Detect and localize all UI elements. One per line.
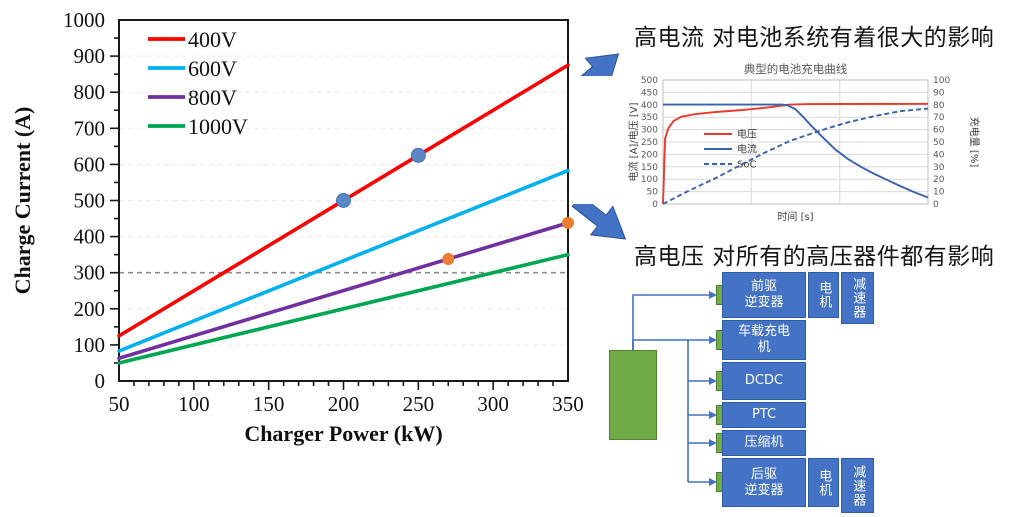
rear-motor-label: 电机 (816, 468, 832, 497)
x-tick-label: 50 (109, 392, 130, 416)
front-reducer-label: 减速器 (850, 277, 866, 319)
y-tick-label: 700 (74, 116, 106, 140)
left-tick-label: 350 (641, 113, 658, 123)
y-tick-label: 600 (74, 152, 106, 176)
legend-label-电流: 电流 (737, 143, 757, 156)
x-tick-label: 100 (178, 392, 210, 416)
left-tick-label: 0 (652, 200, 658, 210)
right-tick-label: 80 (933, 101, 945, 111)
arrow-down-right-icon (571, 204, 627, 240)
series-line-电压 (662, 102, 929, 205)
legend-label-800V: 800V (188, 85, 237, 110)
orange-dot (562, 216, 574, 229)
right-tick-label: 60 (933, 126, 945, 136)
x-tick-label: 150 (253, 392, 285, 416)
front-motor-box: 电机 (808, 272, 839, 318)
series-line-800V (117, 221, 570, 361)
y-tick-label: 400 (74, 225, 106, 249)
hv-architecture-diagram: 前驱 逆变器 电机 减速器 车载充电 机 DCDC PTC 压缩机 后驱 逆变器… (600, 268, 1024, 517)
front-motor-label: 电机 (816, 281, 832, 309)
right-tick-label: 30 (933, 163, 945, 173)
left-tick-label: 150 (641, 163, 658, 173)
y-tick-label: 1000 (63, 8, 105, 32)
right-tick-label: 0 (933, 200, 939, 210)
obc-label: 车载充电 机 (737, 324, 790, 355)
compressor-box: 压缩机 (722, 430, 806, 456)
y-tick-label: 900 (74, 44, 106, 68)
right-tick-label: 20 (933, 175, 945, 185)
legend-label-400V: 400V (188, 27, 237, 52)
right-tick-label: 70 (933, 113, 945, 123)
obc-box: 车载充电 机 (722, 320, 806, 360)
right-tick-label: 40 (933, 150, 945, 160)
x-axis-title: 时间 [s] (777, 210, 813, 223)
series-line-电流 (663, 103, 929, 199)
rear-reducer-label: 减速器 (850, 464, 866, 507)
blue-dot (410, 147, 426, 163)
left-tick-label: 100 (641, 175, 658, 185)
right-tick-label: 90 (933, 88, 945, 98)
compressor-label: 压缩机 (744, 435, 784, 451)
right-tick-label: 50 (933, 138, 945, 148)
y-tick-label: 800 (74, 80, 106, 104)
series-line-600V (117, 168, 570, 353)
legend-label-SoC: SoC (737, 160, 756, 171)
chart-title: 典型的电池充电曲线 (744, 62, 848, 76)
x-tick-label: 200 (328, 392, 360, 416)
y-tick-label: 0 (95, 369, 106, 393)
left-tick-label: 50 (647, 188, 659, 198)
right-tick-label: 10 (933, 188, 945, 198)
y-tick-label: 100 (74, 333, 106, 357)
legend-label-600V: 600V (188, 56, 237, 81)
y-tick-label: 500 (74, 189, 106, 213)
series-line-SoC (662, 107, 929, 205)
y-tick-label: 200 (74, 297, 106, 321)
dcdc-box: DCDC (722, 362, 806, 400)
battery-block (609, 350, 657, 440)
plot-border (118, 19, 569, 382)
left-tick-label: 300 (641, 126, 658, 136)
orange-dot (442, 252, 455, 265)
x-axis-title: Charger Power (kW) (244, 421, 442, 446)
left-axis-title: 电流 [A]/电压 [V] (627, 102, 640, 181)
rear-inverter-box: 后驱 逆变器 (722, 458, 806, 507)
rear-reducer-box: 减速器 (841, 458, 874, 513)
front-inverter-box: 前驱 逆变器 (722, 272, 806, 318)
legend-label-电压: 电压 (737, 128, 757, 141)
ptc-label: PTC (751, 407, 777, 423)
high-voltage-heading: 高电压 对所有的高压器件都有影响 (634, 244, 995, 270)
x-tick-label: 250 (403, 392, 435, 416)
right-tick-label: 100 (933, 76, 950, 86)
series-line-1000V (117, 252, 570, 365)
left-tick-label: 400 (641, 101, 658, 111)
charge-current-vs-power-chart: 0 100 200 300 400 500 600 700 800 900 1000 50 100 150… (10, 8, 584, 446)
high-current-heading: 高电流 对电池系统有着很大的影响 (634, 25, 995, 51)
arrow-up-right-icon (570, 53, 620, 76)
ptc-box: PTC (722, 402, 806, 428)
legend-label-1000V: 1000V (188, 114, 248, 139)
plot-border (662, 79, 929, 205)
right-axis-title: 充电量 [%] (968, 117, 981, 168)
y-axis-title: Charge Current (A) (10, 107, 35, 295)
dcdc-label: DCDC (744, 373, 784, 389)
y-tick-label: 300 (74, 261, 106, 285)
battery-charging-curve-chart: 0 50 100 150 200 250 300 350 400 450 500 0 10 20 30 40 5… (627, 62, 981, 223)
rear-motor-box: 电机 (808, 458, 839, 507)
left-tick-label: 200 (641, 150, 658, 160)
left-tick-label: 250 (641, 138, 658, 148)
hv-bus-lines (632, 291, 717, 486)
left-tick-label: 450 (641, 88, 658, 98)
left-tick-label: 500 (641, 76, 658, 86)
front-reducer-box: 减速器 (841, 272, 874, 324)
x-tick-label: 300 (477, 392, 509, 416)
blue-dot (336, 193, 351, 208)
rear-inverter-label: 后驱 逆变器 (744, 466, 784, 498)
front-inverter-label: 前驱 逆变器 (744, 279, 784, 310)
x-tick-label: 350 (552, 392, 584, 416)
